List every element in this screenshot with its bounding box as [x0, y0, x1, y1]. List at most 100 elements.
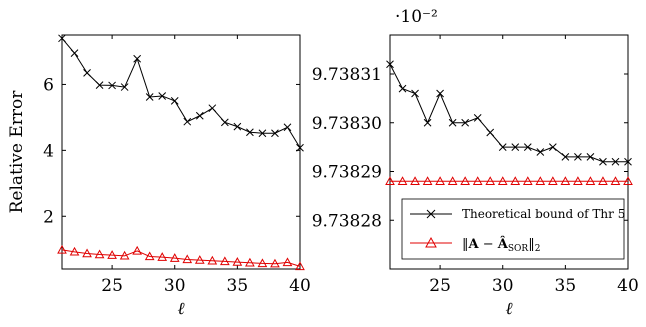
- right-series-1-point: [535, 176, 546, 185]
- right-series-0-point: [498, 143, 507, 151]
- legend-entry-sor-error: ‖A − ÂSOR‖2: [410, 236, 540, 254]
- right-series-0-point: [486, 128, 495, 137]
- right-y-scale-factor: ·10⁻²: [395, 7, 438, 27]
- left-y-axis-label: Relative Error: [7, 90, 27, 214]
- right-series-1-point: [573, 176, 583, 185]
- left-series-0-point: [58, 34, 66, 43]
- left-series-1-point: [94, 249, 105, 259]
- right-series-1-point: [510, 176, 521, 185]
- right-y-ticks: 9.73828 9.73829 9.73830 9.73831: [312, 65, 628, 231]
- right-x-tick-label: 30: [492, 276, 514, 296]
- right-series-1-point: [560, 176, 571, 185]
- left-x-axis-label: ℓ: [177, 299, 184, 319]
- right-series-0-point: [548, 143, 557, 151]
- left-series-1-point: [219, 256, 230, 266]
- legend-label-sor-error: ‖A − ÂSOR‖2: [462, 236, 540, 254]
- left-series-group: [57, 34, 305, 271]
- left-series-1-point: [182, 254, 193, 264]
- right-x-tick-label: 40: [617, 276, 639, 296]
- right-series-1-point: [497, 176, 508, 185]
- right-series-0-point: [436, 89, 444, 98]
- right-series-0-point: [511, 143, 520, 151]
- right-y-tick-label: 9.73831: [312, 65, 382, 85]
- left-series-0-point: [170, 97, 179, 105]
- right-series-1-point: [598, 176, 608, 185]
- left-series-0-point: [208, 104, 217, 113]
- left-y-ticks: 2 4 6: [43, 75, 300, 227]
- left-series-0-point: [158, 92, 167, 100]
- left-series-0-point: [145, 93, 154, 101]
- left-y-tick-label: 2: [43, 207, 54, 227]
- left-series-1-point: [194, 255, 205, 264]
- right-series-0-point: [448, 118, 457, 127]
- right-y-tick-label: 9.73829: [312, 163, 382, 183]
- right-y-tick-label: 9.73828: [312, 211, 382, 231]
- right-series-0-point: [611, 157, 620, 166]
- right-series-1-point: [547, 176, 558, 185]
- left-x-tick-label: 35: [227, 276, 249, 296]
- right-x-ticks: 25 30 35 40: [429, 35, 639, 296]
- left-series-0-point: [183, 117, 192, 126]
- right-x-tick-label: 25: [429, 276, 451, 296]
- left-series-0-point: [108, 81, 116, 90]
- right-plot-frame: [389, 34, 629, 270]
- left-series-0-point: [246, 128, 254, 137]
- right-series-1-point: [410, 176, 420, 185]
- right-series-0-point: [461, 118, 470, 127]
- left-series-0-point: [133, 54, 142, 63]
- right-x-axis-label: ℓ: [505, 299, 512, 319]
- right-series-0-point: [423, 118, 432, 127]
- right-series-0-point: [574, 153, 582, 161]
- right-series-1-point: [397, 176, 408, 185]
- right-y-tick-label: 9.73830: [312, 114, 382, 134]
- right-series-1-point: [623, 176, 633, 185]
- left-y-tick-label: 6: [43, 75, 54, 95]
- left-x-tick-label: 25: [101, 276, 123, 296]
- right-series-1-point: [522, 176, 533, 185]
- legend-entry-theoretical-bound: Theoretical bound of Thr 5: [410, 207, 625, 221]
- left-chart-panel: 25 30 35 40 2 4 6 ℓ Relative Error: [7, 34, 311, 319]
- right-series-1-point: [435, 176, 445, 185]
- left-series-1-point: [232, 257, 243, 266]
- left-series-1-point: [132, 245, 143, 255]
- left-x-ticks: 25 30 35 40: [101, 35, 311, 296]
- left-series-1-point: [157, 252, 168, 261]
- legend-x-marker: [426, 209, 436, 219]
- left-series-0-point: [233, 122, 242, 131]
- right-series-group: [385, 60, 633, 185]
- right-x-tick-label: 35: [555, 276, 577, 296]
- left-series-0-point: [283, 123, 292, 132]
- left-series-0-point: [83, 69, 91, 77]
- left-series-1-point: [282, 257, 293, 267]
- right-series-0-point: [561, 153, 570, 161]
- left-series-1-point: [107, 250, 117, 259]
- right-series-1-point: [485, 176, 496, 185]
- right-series-0-point: [473, 114, 482, 122]
- left-series-1-point: [57, 244, 67, 254]
- left-x-tick-label: 30: [164, 276, 186, 296]
- right-series-1-point: [610, 176, 621, 185]
- left-series-1-point: [144, 251, 155, 261]
- left-series-1-point: [69, 246, 80, 256]
- left-plot-frame: [61, 34, 301, 270]
- left-x-tick-label: 40: [289, 276, 311, 296]
- right-series-1-point: [460, 176, 471, 185]
- left-series-0-point: [195, 111, 204, 120]
- right-series-0-point: [523, 143, 532, 151]
- right-series-0-line: [389, 64, 628, 163]
- right-series-0-point: [599, 157, 607, 166]
- legend: Theoretical bound of Thr 5 ‖A − ÂSOR‖2: [401, 198, 625, 260]
- left-series-1-point: [207, 255, 218, 265]
- left-series-1-point: [169, 253, 180, 262]
- left-series-1-point: [119, 250, 130, 260]
- left-series-0-point: [271, 129, 279, 138]
- right-series-1-point: [385, 176, 395, 185]
- left-series-0-point: [120, 83, 129, 91]
- legend-box: [401, 198, 625, 260]
- right-series-0-point: [586, 153, 595, 161]
- right-series-1-point: [422, 176, 433, 185]
- left-series-0-point: [258, 129, 267, 138]
- right-series-1-point: [472, 176, 483, 185]
- left-series-1-point: [270, 258, 280, 268]
